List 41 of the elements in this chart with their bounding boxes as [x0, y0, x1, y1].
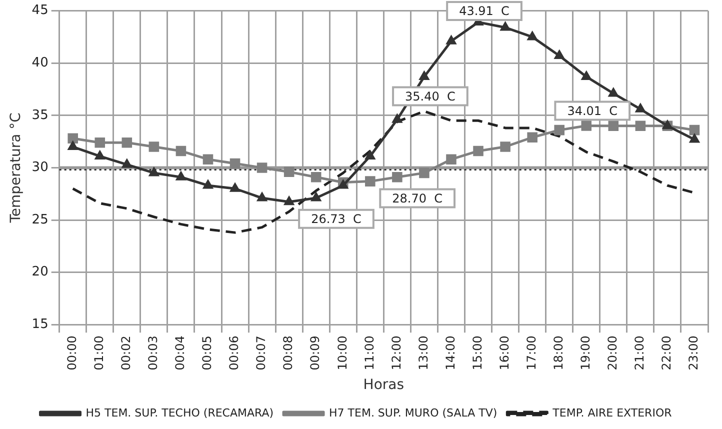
y-tick-label: 40 [32, 55, 48, 70]
x-tick-label: 23:00 [686, 336, 701, 370]
x-tick-label: 11:00 [362, 336, 376, 370]
x-tick-label: 18:00 [551, 336, 566, 370]
legend-label: TEMP. AIRE EXTERIOR [552, 406, 672, 420]
x-tick-label: 12:00 [389, 336, 404, 370]
x-tick-label: 00:04 [173, 336, 188, 370]
y-tick-label: 20 [32, 264, 48, 280]
x-tick-label: 00:09 [308, 336, 322, 370]
annotation: 28.70 C [392, 191, 443, 206]
x-tick-label: 00:08 [281, 336, 296, 370]
x-tick-label: 15:00 [470, 336, 484, 370]
y-axis-title: Temperatura °C [8, 112, 24, 224]
x-tick-label: 22:00 [660, 336, 674, 370]
legend-label: H7 TEM. SUP. MURO (SALA TV) [329, 406, 498, 420]
y-tick-label: 35 [32, 108, 48, 123]
annotation: 43.91 C [459, 4, 510, 18]
legend-label: H5 TEM. SUP. TECHO (RECAMARA) [86, 406, 274, 420]
y-tick-label: 15 [32, 316, 48, 332]
x-tick-label: 00:05 [200, 336, 214, 370]
annotation: 34.01 C [567, 104, 618, 118]
x-tick-label: 00:03 [146, 336, 160, 370]
x-tick-label: 10:00 [335, 336, 350, 370]
x-tick-label: 00:07 [254, 336, 268, 370]
x-tick-label: 19:00 [578, 336, 592, 370]
x-tick-label: 00:06 [227, 336, 242, 370]
x-tick-label: 01:00 [92, 336, 106, 370]
x-tick-label: 14:00 [443, 336, 458, 370]
x-tick-label: 17:00 [524, 336, 538, 370]
x-tick-label: 00:02 [119, 336, 134, 370]
annotation: 26.73 C [311, 212, 362, 226]
x-tick-label: 13:00 [416, 336, 430, 370]
x-tick-label: 21:00 [632, 336, 647, 370]
y-tick-label: 30 [32, 160, 48, 176]
x-tick-label: 00:00 [64, 336, 79, 370]
y-tick-label: 25 [32, 212, 48, 228]
y-tick-label: 45 [32, 3, 48, 18]
x-axis-title: Horas [363, 377, 404, 394]
x-tick-label: 16:00 [497, 336, 512, 370]
x-tick-label: 20:00 [606, 336, 620, 370]
annotation: 35.40 C [405, 89, 456, 104]
